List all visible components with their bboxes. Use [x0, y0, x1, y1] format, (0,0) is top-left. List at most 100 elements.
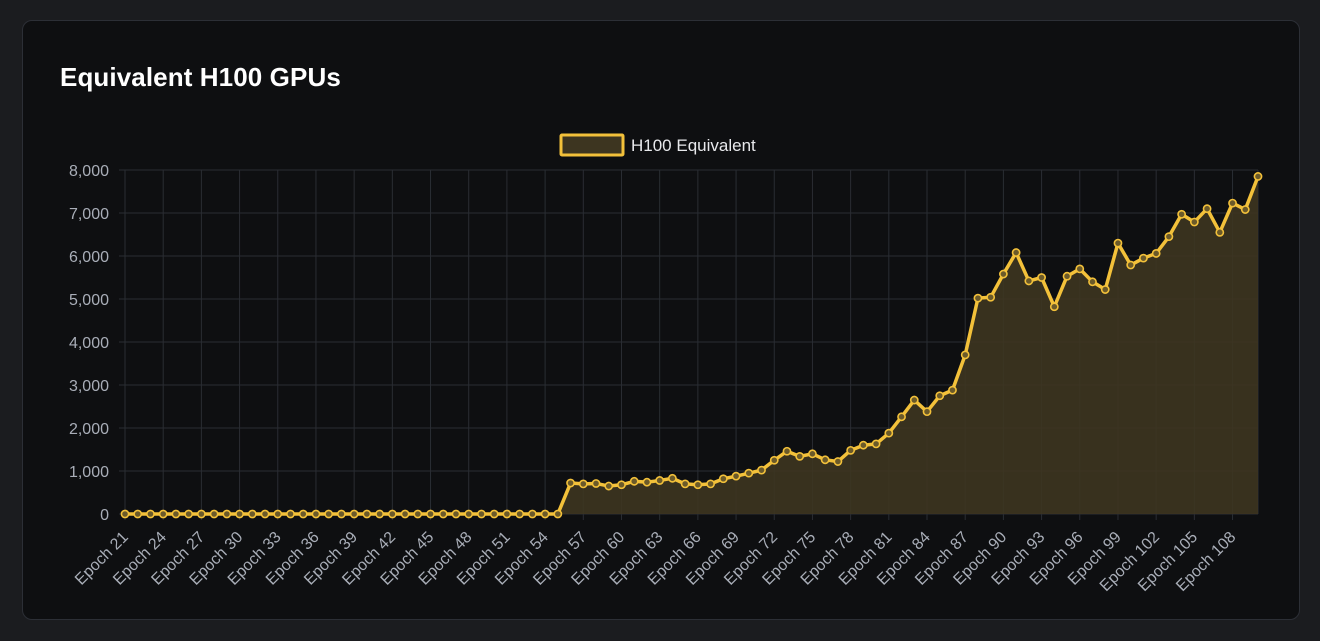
data-point	[909, 395, 919, 405]
data-point	[718, 474, 728, 484]
data-point	[515, 509, 525, 519]
data-point	[629, 476, 639, 486]
data-point	[387, 509, 397, 519]
data-points	[120, 172, 1263, 519]
data-point	[986, 292, 996, 302]
data-point	[973, 293, 983, 303]
chart-title: Equivalent H100 GPUs	[60, 62, 341, 92]
y-axis-labels: 0 1,000 2,000 3,000 4,000 5,000 6,000 7,000 8,00…	[69, 163, 109, 524]
y-tick-label: 4,000	[69, 335, 109, 352]
data-point	[273, 509, 283, 519]
data-point	[897, 412, 906, 422]
data-point	[1202, 204, 1212, 214]
legend[interactable]: H100 Equivalent	[559, 133, 756, 157]
data-point	[247, 509, 257, 519]
data-point	[935, 391, 945, 401]
data-point	[260, 509, 270, 519]
data-point	[438, 509, 448, 519]
data-point	[1164, 232, 1174, 242]
y-tick-label: 8,000	[69, 163, 109, 180]
data-point	[1126, 260, 1136, 270]
data-point	[540, 509, 550, 519]
data-point	[209, 509, 219, 519]
data-point	[960, 350, 970, 360]
data-point	[158, 509, 168, 519]
data-point	[196, 509, 206, 519]
data-point	[286, 509, 295, 519]
data-point	[1049, 302, 1059, 312]
data-point	[884, 428, 894, 438]
series-area-fill	[125, 176, 1258, 514]
data-point	[808, 449, 817, 459]
data-point	[591, 479, 601, 488]
data-point	[1189, 217, 1199, 227]
data-point	[706, 479, 715, 489]
data-point	[527, 509, 537, 519]
data-point	[298, 509, 308, 519]
data-point	[133, 509, 143, 519]
data-point	[464, 509, 474, 519]
data-point	[1228, 198, 1237, 208]
data-point	[1037, 273, 1046, 282]
data-point	[489, 509, 499, 519]
data-point	[578, 479, 588, 489]
data-point	[668, 473, 677, 483]
y-tick-label: 3,000	[69, 378, 109, 395]
data-point	[451, 509, 461, 519]
data-point	[311, 509, 321, 519]
data-point	[146, 509, 155, 519]
data-point	[171, 509, 181, 519]
legend-label: H100 Equivalent	[631, 136, 756, 155]
data-point	[184, 509, 194, 519]
y-tick-label: 1,000	[69, 464, 109, 481]
data-point	[617, 480, 626, 490]
data-point	[604, 481, 614, 491]
data-point	[871, 439, 881, 449]
data-point	[680, 479, 690, 489]
data-point	[820, 455, 830, 465]
data-point	[400, 509, 410, 519]
data-point	[502, 509, 512, 519]
data-point	[846, 445, 856, 455]
data-point	[642, 477, 652, 487]
data-point	[757, 465, 766, 475]
data-point	[998, 269, 1008, 279]
y-tick-label: 6,000	[69, 249, 109, 266]
y-tick-label: 0	[100, 507, 109, 524]
y-tick-label: 7,000	[69, 206, 109, 223]
legend-swatch	[559, 133, 625, 157]
y-tick-label: 5,000	[69, 292, 109, 309]
data-point	[1024, 276, 1034, 286]
data-point	[782, 446, 792, 456]
data-point	[349, 509, 359, 519]
data-point	[324, 509, 334, 519]
data-point	[1075, 264, 1085, 274]
data-point	[1177, 209, 1187, 219]
data-point	[1253, 172, 1263, 181]
data-point	[222, 509, 232, 519]
data-point	[1011, 248, 1021, 257]
data-point	[120, 509, 130, 519]
data-point	[375, 509, 385, 519]
data-point	[833, 457, 843, 466]
data-point	[744, 468, 754, 478]
y-tick-label: 2,000	[69, 421, 109, 438]
data-point	[1151, 249, 1161, 258]
data-point	[337, 509, 346, 519]
data-point	[1139, 253, 1148, 263]
data-point	[655, 476, 665, 485]
data-point	[235, 509, 244, 519]
data-point	[1088, 277, 1097, 287]
data-point	[1062, 271, 1072, 281]
data-point	[477, 509, 486, 519]
data-point	[566, 478, 575, 488]
data-point	[693, 480, 703, 490]
data-point	[413, 509, 423, 519]
data-point	[1113, 238, 1123, 248]
data-point	[795, 451, 805, 461]
data-point	[1215, 227, 1225, 237]
data-point	[362, 509, 372, 519]
data-point	[948, 385, 957, 395]
